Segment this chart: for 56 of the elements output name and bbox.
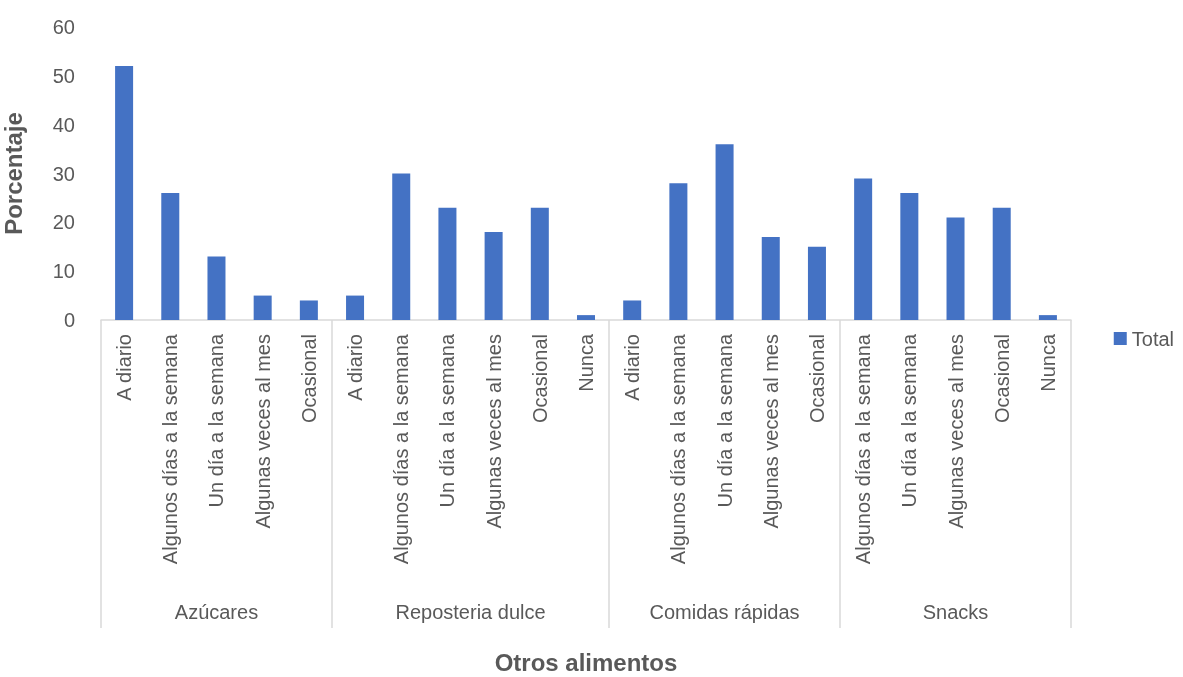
- bar: [992, 207, 1011, 320]
- bar: [392, 173, 411, 320]
- x-tick-label: Algunos días a la semana: [390, 333, 413, 565]
- x-tick-label: Algunas veces al mes: [251, 334, 274, 529]
- x-tick-label: Nunca: [1036, 333, 1059, 392]
- x-tick-label: Ocasional: [528, 334, 551, 423]
- x-tick-label: Ocasional: [990, 334, 1013, 423]
- bar: [669, 183, 688, 320]
- bar: [438, 207, 457, 320]
- x-tick-label: Un día a la semana: [436, 333, 459, 508]
- x-tick-label: Un día a la semana: [205, 333, 228, 508]
- x-axis-title: Otros alimentos: [494, 648, 678, 676]
- bar: [484, 232, 503, 320]
- y-tick-label: 10: [52, 260, 75, 283]
- x-tick-label: Algunos días a la semana: [159, 333, 182, 565]
- x-tick-label: Ocasional: [805, 334, 828, 423]
- bar: [161, 193, 180, 320]
- x-tick-label: Un día a la semana: [898, 333, 921, 508]
- bar: [530, 207, 549, 320]
- bar: [299, 300, 318, 320]
- x-tick-label: A diario: [621, 334, 644, 401]
- bar: [1038, 315, 1057, 320]
- bar: [807, 246, 826, 320]
- bar: [576, 315, 596, 320]
- bar: [346, 295, 365, 320]
- bar: [854, 178, 873, 320]
- x-tick-label: Algunos días a la semana: [852, 333, 875, 565]
- x-tick-label: Un día a la semana: [713, 333, 736, 508]
- bar: [207, 256, 226, 320]
- legend-label: Total: [1131, 327, 1174, 350]
- text: Azúcares: [174, 601, 259, 623]
- y-tick-label: 60: [52, 16, 75, 38]
- x-tick-label: Algunas veces al mes: [759, 334, 782, 529]
- bar: [900, 193, 919, 320]
- text: Snacks: [922, 601, 989, 623]
- bar: [623, 300, 642, 320]
- x-tick-label: Algunas veces al mes: [944, 334, 967, 529]
- y-tick-label: 30: [52, 162, 75, 185]
- y-tick-label: 20: [52, 211, 75, 234]
- bar: [715, 144, 734, 320]
- y-tick-label: 40: [52, 113, 75, 136]
- y-tick-label: 0: [63, 309, 75, 331]
- y-axis-title: Porcentaje: [0, 112, 27, 235]
- bar: [761, 236, 780, 320]
- x-tick-label: Ocasional: [297, 334, 320, 423]
- x-tick-label: Algunas veces al mes: [482, 334, 505, 529]
- text: Reposteria dulce: [395, 601, 546, 623]
- y-tick-label: 50: [52, 64, 75, 87]
- text: Comidas rápidas: [649, 601, 800, 623]
- bar: [253, 295, 272, 320]
- x-tick-label: Algunos días a la semana: [667, 333, 690, 565]
- bar: [946, 217, 965, 320]
- x-tick-label: A diario: [113, 334, 136, 401]
- x-tick-label: Nunca: [575, 333, 597, 392]
- x-tick-label: A diario: [344, 334, 367, 401]
- bar: [115, 66, 134, 320]
